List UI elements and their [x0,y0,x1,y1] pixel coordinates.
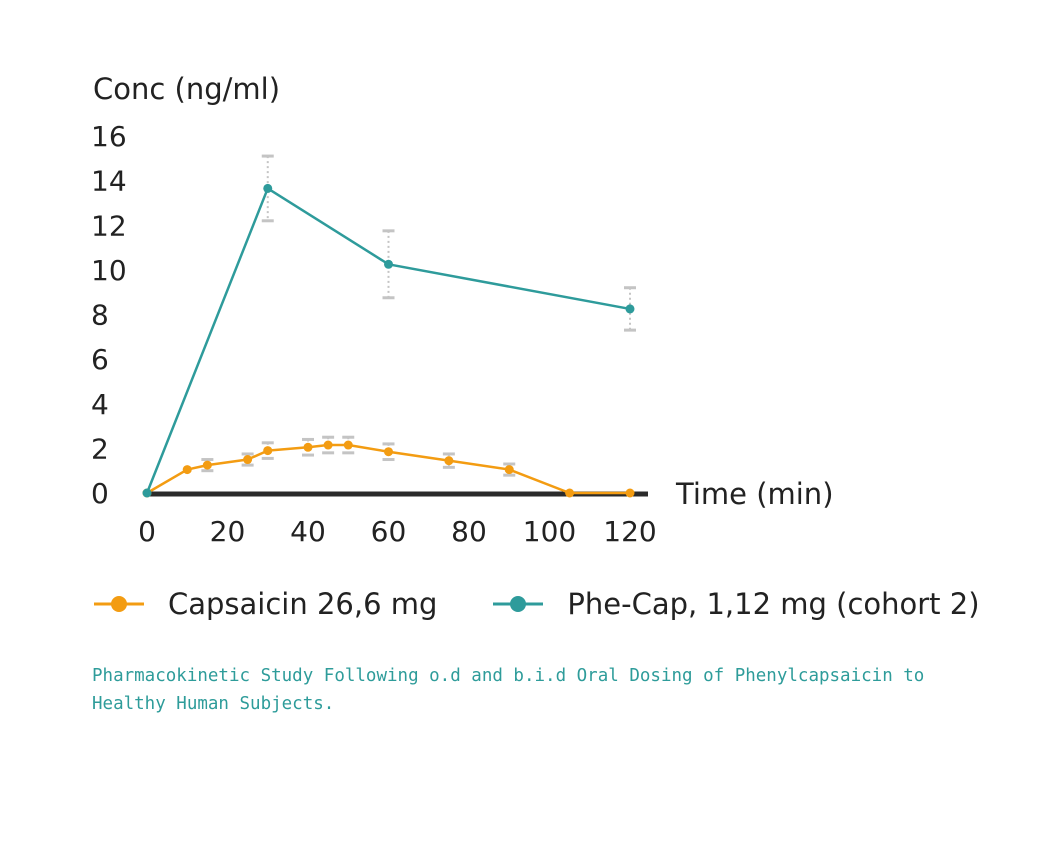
x-tick-label: 100 [523,515,576,548]
data-point [444,456,454,466]
data-point [504,465,514,475]
data-point [343,440,353,450]
data-point [263,446,273,456]
data-point [625,488,635,498]
data-point [243,455,253,465]
data-point [202,460,212,470]
data-point [384,259,393,269]
legend-item-phe-cap: Phe-Cap, 1,12 mg (cohort 2) [493,586,980,622]
legend-label-capsaicin: Capsaicin 26,6 mg [168,587,438,621]
y-tick-label: 6 [91,343,109,376]
chart-caption: Pharmacokinetic Study Following o.d and … [92,666,925,714]
y-tick-label: 12 [91,209,127,242]
x-tick-label: 40 [290,515,326,548]
x-tick-label: 0 [138,515,156,548]
x-tick-label: 80 [451,515,487,548]
y-tick-label: 8 [91,299,109,332]
y-tick-label: 4 [91,388,109,421]
data-point [384,447,393,457]
x-tick-label: 60 [371,515,407,548]
series-line-1 [145,187,631,494]
y-tick-label: 10 [91,254,127,287]
data-point [182,465,192,475]
legend-item-capsaicin: Capsaicin 26,6 mg [94,586,437,622]
data-point [142,488,152,498]
legend: Capsaicin 26,6 mg Phe-Cap, 1,12 mg (coho… [94,586,1036,622]
y-tick-label: 14 [91,165,127,198]
y-tick-label: 16 [91,120,127,153]
plot-area: Conc (ng/ml) 0 2 4 6 8 10 12 14 16 0 20 40 60 80 100 120… [91,72,834,548]
data-point [303,442,313,452]
y-axis-label: Conc (ng/ml) [93,72,280,106]
data-point [263,183,273,193]
x-tick-label: 20 [210,515,246,548]
y-tick-label: 0 [91,477,109,510]
x-tick-label: 120 [603,515,656,548]
legend-label-phe-cap: Phe-Cap, 1,12 mg (cohort 2) [567,587,980,621]
data-point [565,488,575,498]
data-point [625,304,635,314]
legend-swatch-capsaicin [94,596,144,612]
legend-swatch-phe-cap [493,596,544,612]
y-tick-label: 2 [91,432,109,465]
data-point [323,440,333,450]
x-axis-label: Time (min) [675,477,834,511]
